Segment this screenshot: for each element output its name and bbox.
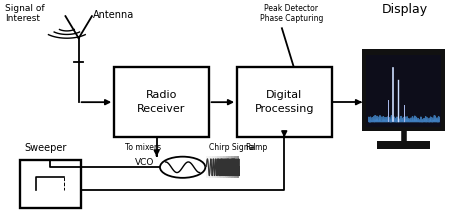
Text: To mixers: To mixers bbox=[125, 143, 161, 152]
Text: Display: Display bbox=[382, 3, 428, 16]
FancyBboxPatch shape bbox=[223, 156, 226, 178]
Text: Peak Detector
Phase Capturing: Peak Detector Phase Capturing bbox=[260, 4, 323, 23]
FancyBboxPatch shape bbox=[231, 156, 234, 178]
FancyBboxPatch shape bbox=[206, 156, 209, 178]
FancyBboxPatch shape bbox=[217, 156, 220, 178]
FancyBboxPatch shape bbox=[212, 156, 215, 178]
FancyBboxPatch shape bbox=[19, 160, 81, 208]
FancyBboxPatch shape bbox=[228, 156, 231, 178]
FancyBboxPatch shape bbox=[237, 67, 331, 137]
FancyBboxPatch shape bbox=[215, 156, 217, 178]
Text: Sweeper: Sweeper bbox=[24, 143, 67, 153]
FancyBboxPatch shape bbox=[362, 49, 445, 131]
FancyBboxPatch shape bbox=[234, 156, 237, 178]
Text: Radio
Receiver: Radio Receiver bbox=[137, 90, 185, 114]
FancyBboxPatch shape bbox=[114, 67, 209, 137]
FancyBboxPatch shape bbox=[209, 156, 212, 178]
FancyBboxPatch shape bbox=[226, 156, 228, 178]
Text: Signal of
Interest: Signal of Interest bbox=[5, 4, 45, 23]
Text: Digital
Processing: Digital Processing bbox=[255, 90, 314, 114]
FancyBboxPatch shape bbox=[237, 156, 239, 178]
Text: Antenna: Antenna bbox=[93, 10, 134, 20]
Circle shape bbox=[160, 157, 205, 178]
Text: Chirp Signal: Chirp Signal bbox=[209, 143, 255, 152]
FancyBboxPatch shape bbox=[220, 156, 223, 178]
FancyBboxPatch shape bbox=[366, 56, 441, 127]
Text: VCO: VCO bbox=[135, 159, 155, 167]
Text: Ramp: Ramp bbox=[246, 143, 268, 152]
FancyBboxPatch shape bbox=[377, 141, 430, 149]
